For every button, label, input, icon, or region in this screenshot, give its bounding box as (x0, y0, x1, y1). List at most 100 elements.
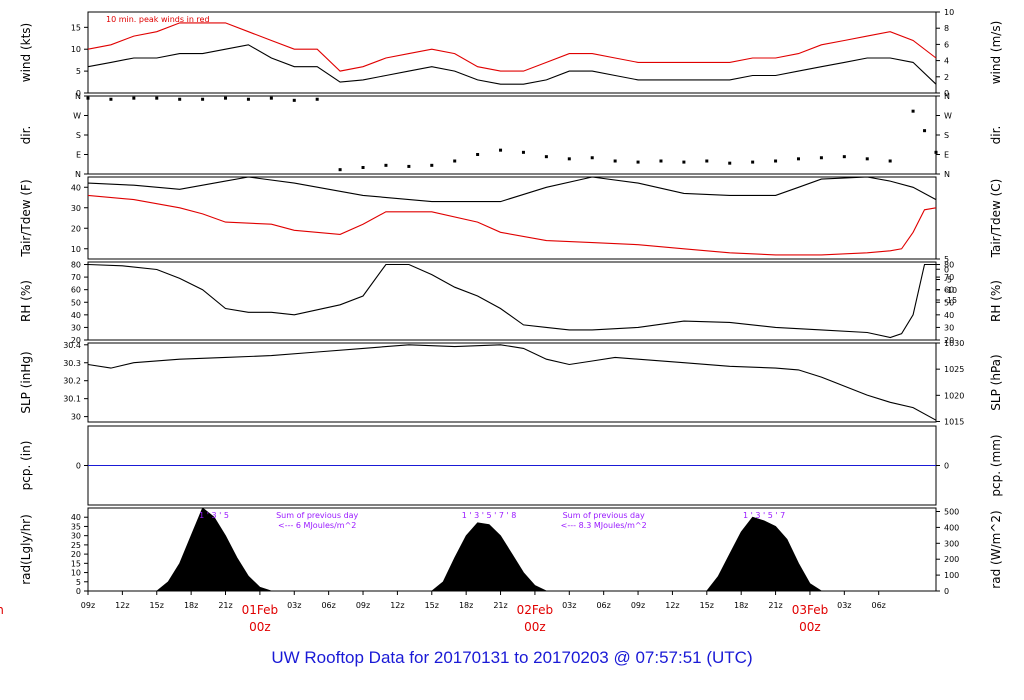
y-tick-label-left: 80 (71, 261, 81, 270)
y-tick-label-left: 30.1 (63, 395, 81, 404)
data-point (521, 150, 525, 154)
data-point (361, 166, 365, 169)
y-axis-label-left: pcp. (in) (19, 441, 33, 491)
data-point (911, 109, 915, 113)
rad-annotation: <--- 6 MJoules/m^2 (278, 521, 356, 530)
data-point (842, 155, 846, 159)
y-tick-label-left: 30 (71, 323, 81, 332)
x-tick-label: 09z (631, 601, 645, 610)
panel-frame (87, 11, 937, 94)
rad-annotation: 1 ' 3 ' 5 ' 7 (743, 511, 785, 520)
data-point (888, 159, 892, 163)
y-tick-label-left: 15 (71, 23, 81, 32)
data-point (544, 155, 548, 159)
y-tick-label-left: E (76, 151, 81, 160)
data-point (476, 153, 480, 156)
x-tick-label: 15z (425, 601, 439, 610)
y-tick-label-right: 10 (944, 8, 954, 17)
y-tick-label-left: 70 (71, 273, 81, 282)
x-tick-label: 09z (81, 601, 95, 610)
y-tick-label-right: 2 (944, 73, 949, 82)
y-tick-label-left: 20 (71, 224, 81, 233)
data-point (774, 159, 778, 163)
day-sublabel: 00z (249, 620, 271, 634)
panel-frame (87, 342, 937, 423)
data-point (499, 148, 503, 152)
day-label: 01Feb (242, 603, 279, 617)
data-point (338, 168, 342, 172)
y-tick-label-left: W (73, 112, 81, 121)
x-tick-label: 15z (150, 601, 164, 610)
series-line (87, 22, 937, 72)
y-tick-label-right: 60 (944, 286, 954, 295)
day-label: an (0, 603, 4, 617)
data-point (86, 96, 90, 100)
y-tick-label-right: 400 (944, 523, 959, 532)
x-tick-label: 03z (562, 601, 576, 610)
y-tick-label-right: 1030 (944, 339, 964, 348)
y-tick-label-right: 1020 (944, 391, 964, 400)
y-tick-label-right: 40 (944, 311, 954, 320)
y-tick-label-left: 5 (76, 67, 81, 76)
y-axis-label-right: rad (W/m^2) (989, 510, 1003, 588)
data-point (224, 96, 228, 100)
series-line (87, 44, 937, 85)
data-point (430, 163, 434, 167)
y-tick-label-left: 30.2 (63, 377, 81, 386)
y-tick-label-left: 30 (71, 204, 81, 213)
rad-annotation: Sum of previous day (276, 511, 358, 520)
y-tick-label-right: 50 (944, 298, 954, 307)
y-tick-label-right: 100 (944, 571, 959, 580)
radiation-area (155, 507, 822, 592)
x-tick-label: 21z (493, 601, 507, 610)
data-point (292, 98, 296, 102)
y-tick-label-left: 40 (71, 311, 81, 320)
data-point (407, 164, 411, 168)
rad-annotation: 1 ' 3 ' 5 ' 7 ' 8 (462, 511, 517, 520)
y-tick-label-left: 15 (71, 559, 81, 568)
y-tick-label-right: 5 (944, 255, 949, 264)
data-point (751, 160, 755, 164)
data-point (567, 157, 571, 161)
y-tick-label-left: 0 (76, 587, 81, 596)
y-tick-label-right: 30 (944, 323, 954, 332)
data-point (178, 97, 182, 101)
y-tick-label-left: 5 (76, 578, 81, 587)
x-tick-label: 03z (837, 601, 851, 610)
series-line (87, 176, 937, 203)
y-tick-label-right: W (944, 112, 952, 121)
series-line (87, 194, 937, 256)
data-point (796, 157, 800, 161)
y-tick-label-left: 30 (71, 413, 81, 422)
y-tick-label-right: 20 (944, 336, 954, 345)
y-axis-label-left: Tair/Tdew (F) (19, 179, 33, 257)
y-tick-label-left: 0 (76, 89, 81, 98)
x-tick-label: 18z (184, 601, 198, 610)
x-tick-label: 09z (356, 601, 370, 610)
y-tick-label-left: 10 (71, 569, 81, 578)
y-tick-label-right: 6 (944, 40, 949, 49)
y-tick-label-right: 300 (944, 539, 959, 548)
day-sublabel: 00z (799, 620, 821, 634)
y-tick-label-right: 8 (944, 24, 949, 33)
y-tick-label-left: 20 (71, 550, 81, 559)
data-point (636, 160, 640, 164)
x-tick-label: 06z (596, 601, 610, 610)
x-tick-label: 06z (321, 601, 335, 610)
data-point (682, 160, 686, 164)
y-axis-label-right: RH (%) (989, 280, 1003, 322)
series-line (87, 263, 936, 339)
y-tick-label-left: 50 (71, 298, 81, 307)
data-point (819, 156, 823, 160)
y-tick-label-left: 25 (71, 541, 81, 550)
x-tick-label: 18z (459, 601, 473, 610)
y-axis-label-right: pcp. (mm) (989, 434, 1003, 496)
y-tick-label-right: 1015 (944, 417, 964, 426)
y-tick-label-left: 10 (71, 45, 81, 54)
panel-annotation: 10 min. peak winds in red (106, 15, 210, 24)
y-tick-label-right: -10 (944, 286, 957, 295)
data-point (384, 163, 388, 167)
data-point (109, 97, 113, 101)
y-tick-label-right: 4 (944, 57, 949, 66)
y-tick-label-right: -15 (944, 296, 957, 305)
